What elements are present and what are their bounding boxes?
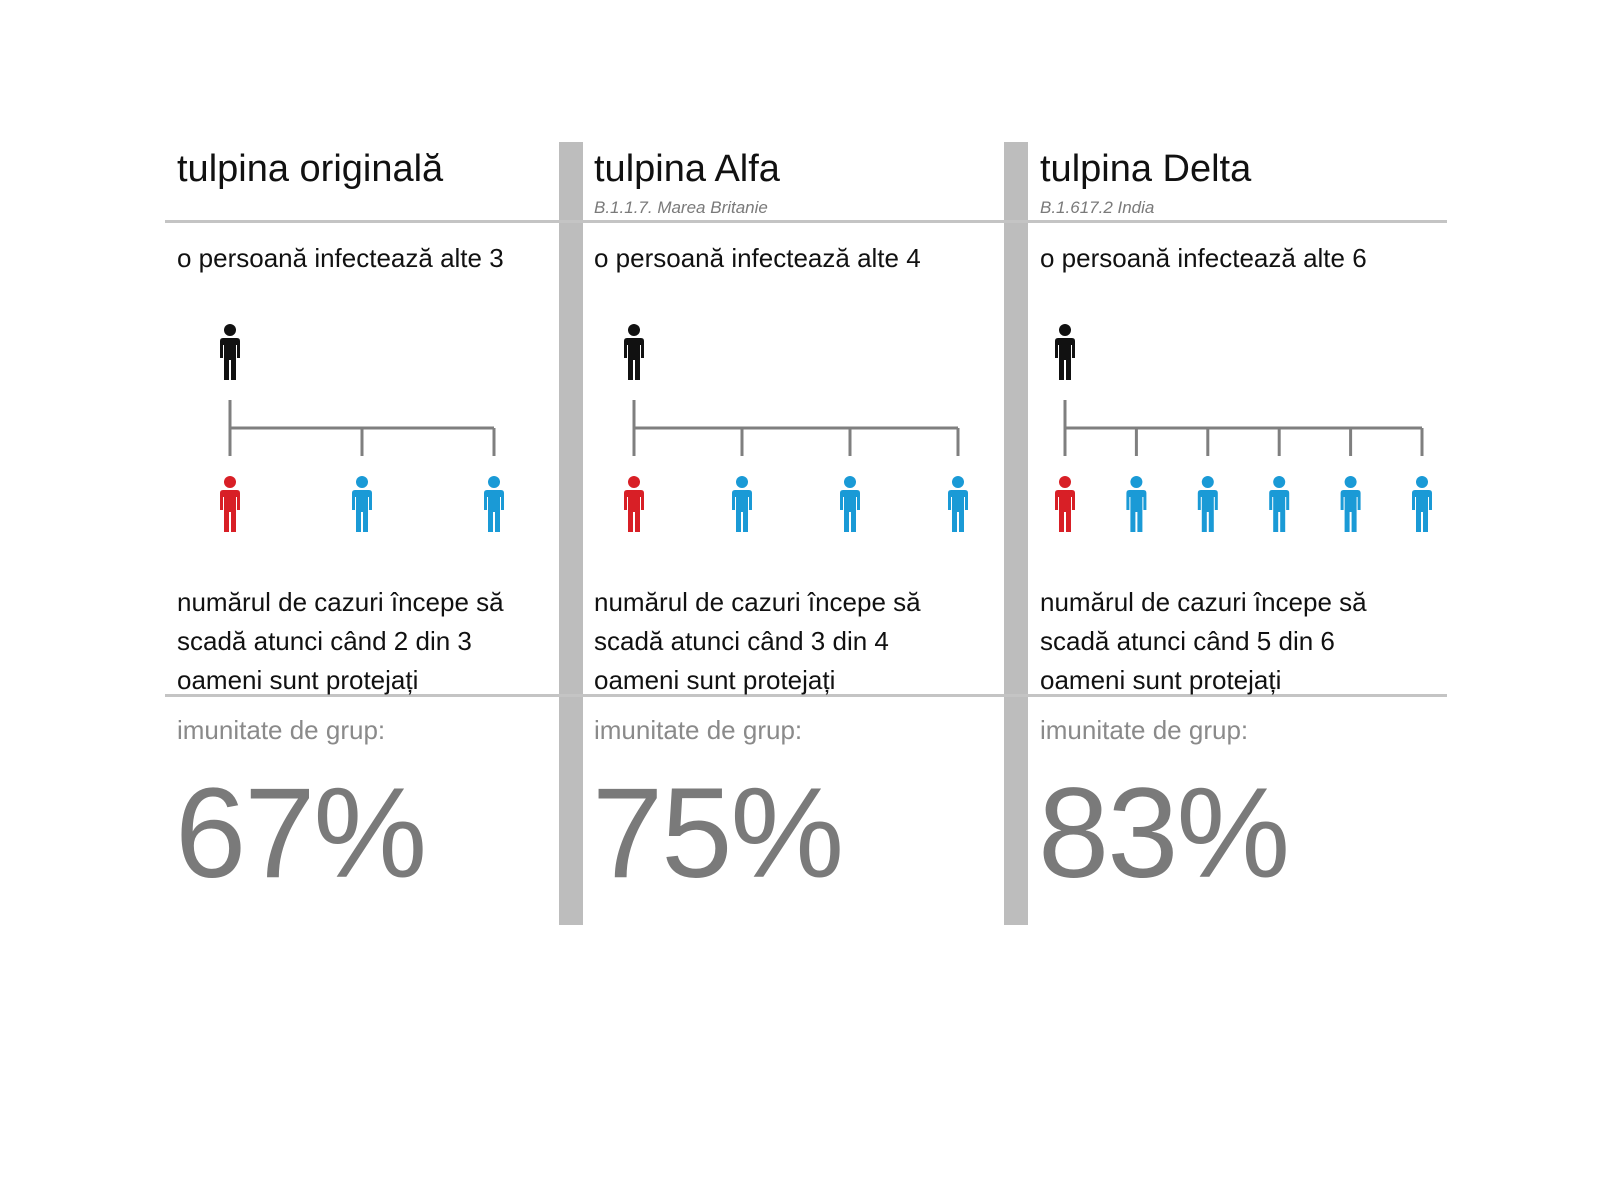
person-icon	[1055, 476, 1075, 532]
person-icon	[840, 476, 860, 532]
description-line: oameni sunt protejați	[1040, 665, 1282, 695]
transmission-diagram	[1055, 324, 1432, 532]
transmission-diagram	[220, 324, 504, 532]
description-line: oameni sunt protejați	[177, 665, 419, 695]
strain-title: tulpina Delta	[1040, 148, 1252, 190]
description-line: numărul de cazuri începe să	[1040, 587, 1367, 617]
threshold-description: numărul de cazuri începe să scadă atunci…	[177, 583, 504, 700]
herd-immunity-label: imunitate de grup:	[177, 715, 386, 745]
person-icon	[948, 476, 968, 532]
herd-immunity-label: imunitate de grup:	[1040, 715, 1249, 745]
person-icon	[624, 324, 644, 380]
description-line: scadă atunci când 3 din 4	[594, 626, 889, 656]
summary-rule	[165, 694, 1447, 697]
strain-title: tulpina Alfa	[594, 148, 780, 190]
herd-immunity-label: imunitate de grup:	[594, 715, 803, 745]
description-line: numărul de cazuri începe să	[594, 587, 921, 617]
description-line: scadă atunci când 5 din 6	[1040, 626, 1335, 656]
person-icon	[1269, 476, 1290, 532]
column-divider	[559, 142, 583, 925]
threshold-description: numărul de cazuri începe să scadă atunci…	[594, 583, 921, 700]
description-line: numărul de cazuri începe să	[177, 587, 504, 617]
person-icon	[1197, 476, 1218, 532]
person-icon	[1340, 476, 1361, 532]
infection-rate-text: o persoană infectează alte 3	[177, 243, 504, 273]
person-icon	[220, 476, 240, 532]
herd-immunity-percent: 75%	[592, 762, 844, 905]
strain-title: tulpina originală	[177, 148, 444, 190]
description-line: oameni sunt protejați	[594, 665, 836, 695]
description-line: scadă atunci când 2 din 3	[177, 626, 472, 656]
strain-subtitle: B.1.1.7. Marea Britanie	[594, 198, 768, 217]
person-icon	[352, 476, 372, 532]
strain-subtitle: B.1.617.2 India	[1040, 198, 1155, 217]
infection-rate-text: o persoană infectează alte 6	[1040, 243, 1367, 273]
herd-immunity-percent: 83%	[1038, 762, 1290, 905]
transmission-diagram	[624, 324, 968, 532]
person-icon	[732, 476, 752, 532]
header-rule	[165, 220, 1447, 223]
person-icon	[220, 324, 240, 380]
person-icon	[624, 476, 644, 532]
person-icon	[1126, 476, 1147, 532]
person-icon	[484, 476, 504, 532]
person-icon	[1412, 476, 1432, 532]
herd-immunity-percent: 67%	[175, 762, 427, 905]
threshold-description: numărul de cazuri începe să scadă atunci…	[1040, 583, 1367, 700]
person-icon	[1055, 324, 1075, 380]
infection-rate-text: o persoană infectează alte 4	[594, 243, 921, 273]
column-divider	[1004, 142, 1028, 925]
